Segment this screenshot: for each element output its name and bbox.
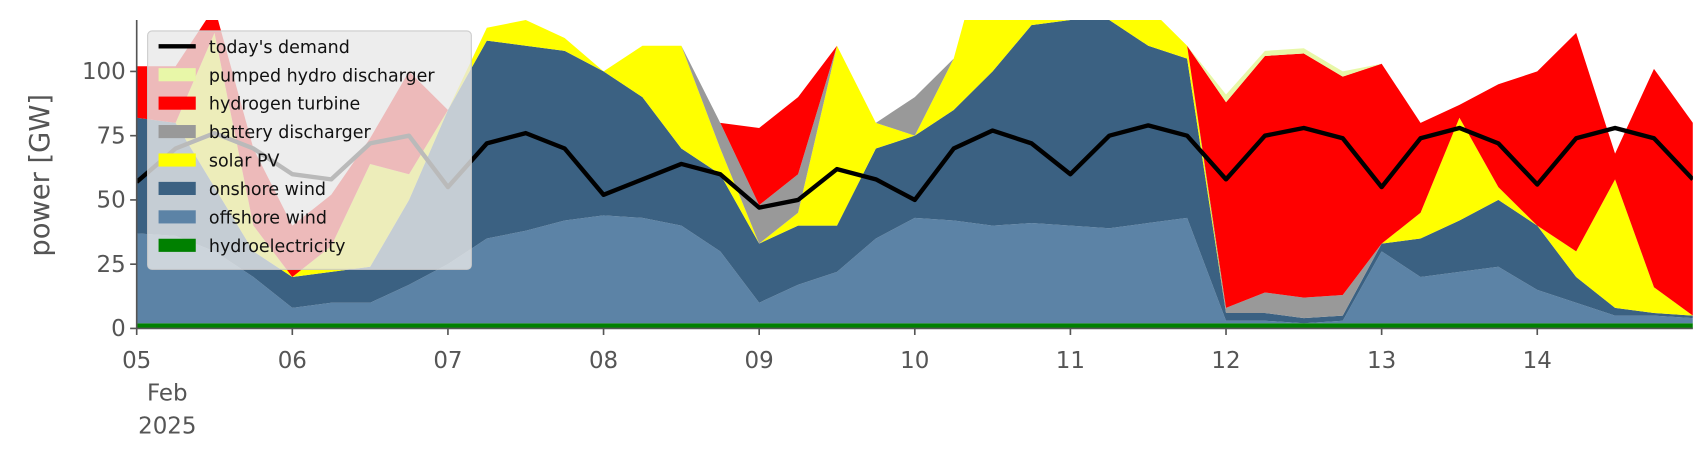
y-tick-label: 100 xyxy=(82,59,126,85)
area xyxy=(136,323,1693,329)
y-tick-label: 75 xyxy=(97,123,126,149)
y-tick-label: 25 xyxy=(97,252,126,278)
legend-swatch xyxy=(158,68,196,82)
x-tick-label: 12 xyxy=(1211,348,1240,374)
legend-swatch xyxy=(158,181,196,196)
plot-area xyxy=(136,20,1693,329)
legend-label: solar PV xyxy=(209,152,280,172)
y-tick-label: 0 xyxy=(111,316,126,342)
x-tick-label: 07 xyxy=(433,348,462,374)
x-tick-year: 2025 xyxy=(138,413,196,439)
x-tick-label: 10 xyxy=(900,348,929,374)
x-tick-label: 09 xyxy=(745,348,774,374)
legend-label: offshore wind xyxy=(209,208,327,228)
y-axis-label: power [GW] xyxy=(25,94,56,257)
area xyxy=(136,20,1693,324)
axes: 0 25 50 75 100 05 06 07 08 09 10 11 12 13 14 Feb 2025 xyxy=(82,20,1693,439)
legend-label: today's demand xyxy=(209,38,350,58)
x-tick-label: 08 xyxy=(589,348,618,374)
x-tick-month: Feb xyxy=(147,381,188,407)
legend-swatch xyxy=(158,96,196,110)
x-tick-label: 14 xyxy=(1523,348,1552,374)
x-tick-label: 11 xyxy=(1056,348,1085,374)
x-tick-label: 06 xyxy=(278,348,307,374)
area xyxy=(136,20,1693,316)
y-tick-label: 50 xyxy=(97,188,126,214)
x-tick-label: 05 xyxy=(122,348,151,374)
legend-swatch xyxy=(158,238,196,252)
legend: today's demand pumped hydro discharger hyd… xyxy=(147,30,472,270)
legend-swatch xyxy=(158,210,196,224)
area xyxy=(136,215,1693,324)
x-tick-label: 13 xyxy=(1367,348,1396,374)
legend-swatch xyxy=(158,125,196,139)
legend-label: hydroelectricity xyxy=(209,237,346,257)
legend-label: battery discharger xyxy=(209,123,372,143)
legend-swatch xyxy=(158,153,196,167)
legend-label: pumped hydro discharger xyxy=(209,66,436,86)
legend-box xyxy=(147,30,472,270)
legend-label: onshore wind xyxy=(209,180,326,200)
legend-label: hydrogen turbine xyxy=(209,95,360,115)
